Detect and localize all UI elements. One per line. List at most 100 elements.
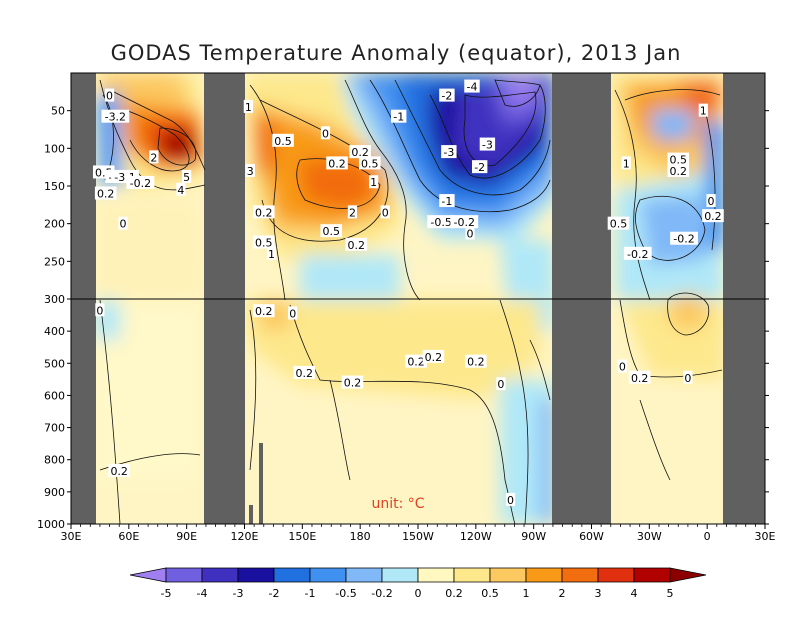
x-tick-label: 90E [176,530,197,543]
contour-label: 0.2 [296,367,314,380]
colorbar-swatch [561,567,599,583]
colorbar-swatch [597,567,635,583]
colorbar-label: 4 [631,587,638,600]
contour-label-bg [176,182,186,196]
y-tick-label: 400 [44,325,65,338]
unit-note: unit: °C [371,496,424,512]
contour-label: -2 [474,161,485,174]
contour-label: 0.2 [255,206,273,219]
contour-label-bg [369,175,379,189]
contour-label: 2 [349,206,356,219]
contour-label: -1 [393,111,404,124]
contour-label: -3.2 [105,111,126,124]
contour-label: -1 [441,195,452,208]
colorbar-label: 0.2 [445,587,463,600]
x-tick-label: 60W [579,530,604,543]
contour-label-bg [670,231,698,245]
contour-label: 0.2 [407,356,425,369]
contour-label: 0.2 [631,372,649,385]
contour-label: -0.2 [130,177,151,190]
contour-label-bg [349,145,371,159]
colorbar-label: -5 [161,587,172,600]
y-tick-label: 300 [44,293,65,306]
y-tick-label: 200 [44,218,65,231]
x-tick-label: 30E [755,530,776,543]
colorbar-label: 5 [667,587,674,600]
contour-label: 1 [623,157,630,170]
contour-label: 0.2 [351,146,369,159]
y-tick-label: 500 [44,357,65,370]
contour-label: -0.2 [673,233,694,246]
contour-label: 4 [177,184,184,197]
contour-label: -3 [482,139,493,152]
contour-label: 0 [382,206,389,219]
x-tick-label: 0 [704,530,711,543]
x-tick-label: 30E [61,530,82,543]
contour-label-bg [471,160,488,174]
contour-label: 0.2 [328,157,346,170]
colorbar-swatch [273,567,311,583]
contour-label-bg [320,224,343,238]
colorbar-label: 0 [415,587,422,600]
contour-label-bg [245,163,255,177]
contour-label: 0 [106,90,113,103]
colorbar-swatch [201,567,239,583]
contour-label: 0.2 [704,210,722,223]
contour-label: 2 [150,151,157,164]
contour-label-bg [320,126,331,140]
contour-label: 0 [120,218,127,231]
contour-label: 1 [245,101,252,114]
contour-label-bg [359,156,381,170]
contour-label-bg [293,365,316,379]
contour-label: 0.5 [361,157,379,170]
colorbar-label: -2 [269,587,280,600]
contour-label-bg [706,194,716,208]
contour-label-bg [95,303,105,317]
contour-label-bg [496,377,506,391]
y-tick-label: 700 [44,422,65,435]
x-tick-label: 30W [637,530,662,543]
x-tick-label: 120E [231,530,259,543]
x-tick-label: 150W [402,530,434,543]
colorbar-swatch [453,567,491,583]
contour-label: 0 [497,378,504,391]
contour-label-bg [347,205,358,219]
contour-label: 5 [183,171,190,184]
colorbar-label: 2 [559,587,566,600]
colorbar-label: -1 [305,587,316,600]
colorbar-label: -4 [197,587,208,600]
contour-label-bg [405,354,427,368]
contour-label-bg [326,156,348,170]
contour-label: 1 [268,248,275,261]
contour-label-bg [345,237,368,251]
contour-label-bg [422,349,445,363]
contour-label-bg [118,216,128,230]
contour-label-bg [607,216,630,230]
y-tick-label: 600 [44,389,65,402]
contour-label-bg [698,103,708,117]
contour-label-bg [667,152,690,166]
contour-label-bg [272,133,294,147]
colorbar-swatch [525,567,563,583]
contour-label: 0 [467,227,474,240]
contour-label-bg [101,109,130,123]
contour-label-bg [108,463,130,477]
contour-label: -4 [466,81,477,94]
contour-label: 0.2 [255,305,273,318]
contour-label-bg [621,156,631,170]
colorbar-label: -0.5 [335,587,356,600]
contour-label: 1 [700,105,707,118]
contour-label: 0.5 [610,218,628,231]
contour-label-bg [465,354,487,368]
contour-label: 0.5 [323,225,341,238]
colorbar-swatch [633,567,671,583]
colorbar-swatch [129,567,167,583]
contour-label: 0 [507,494,514,507]
contour-label: 0.2 [348,239,366,252]
x-tick-label: 60E [118,530,139,543]
x-tick-label: 150E [288,530,316,543]
contour-label: 0.2 [425,351,443,364]
contour-label: 0.5 [670,154,688,167]
